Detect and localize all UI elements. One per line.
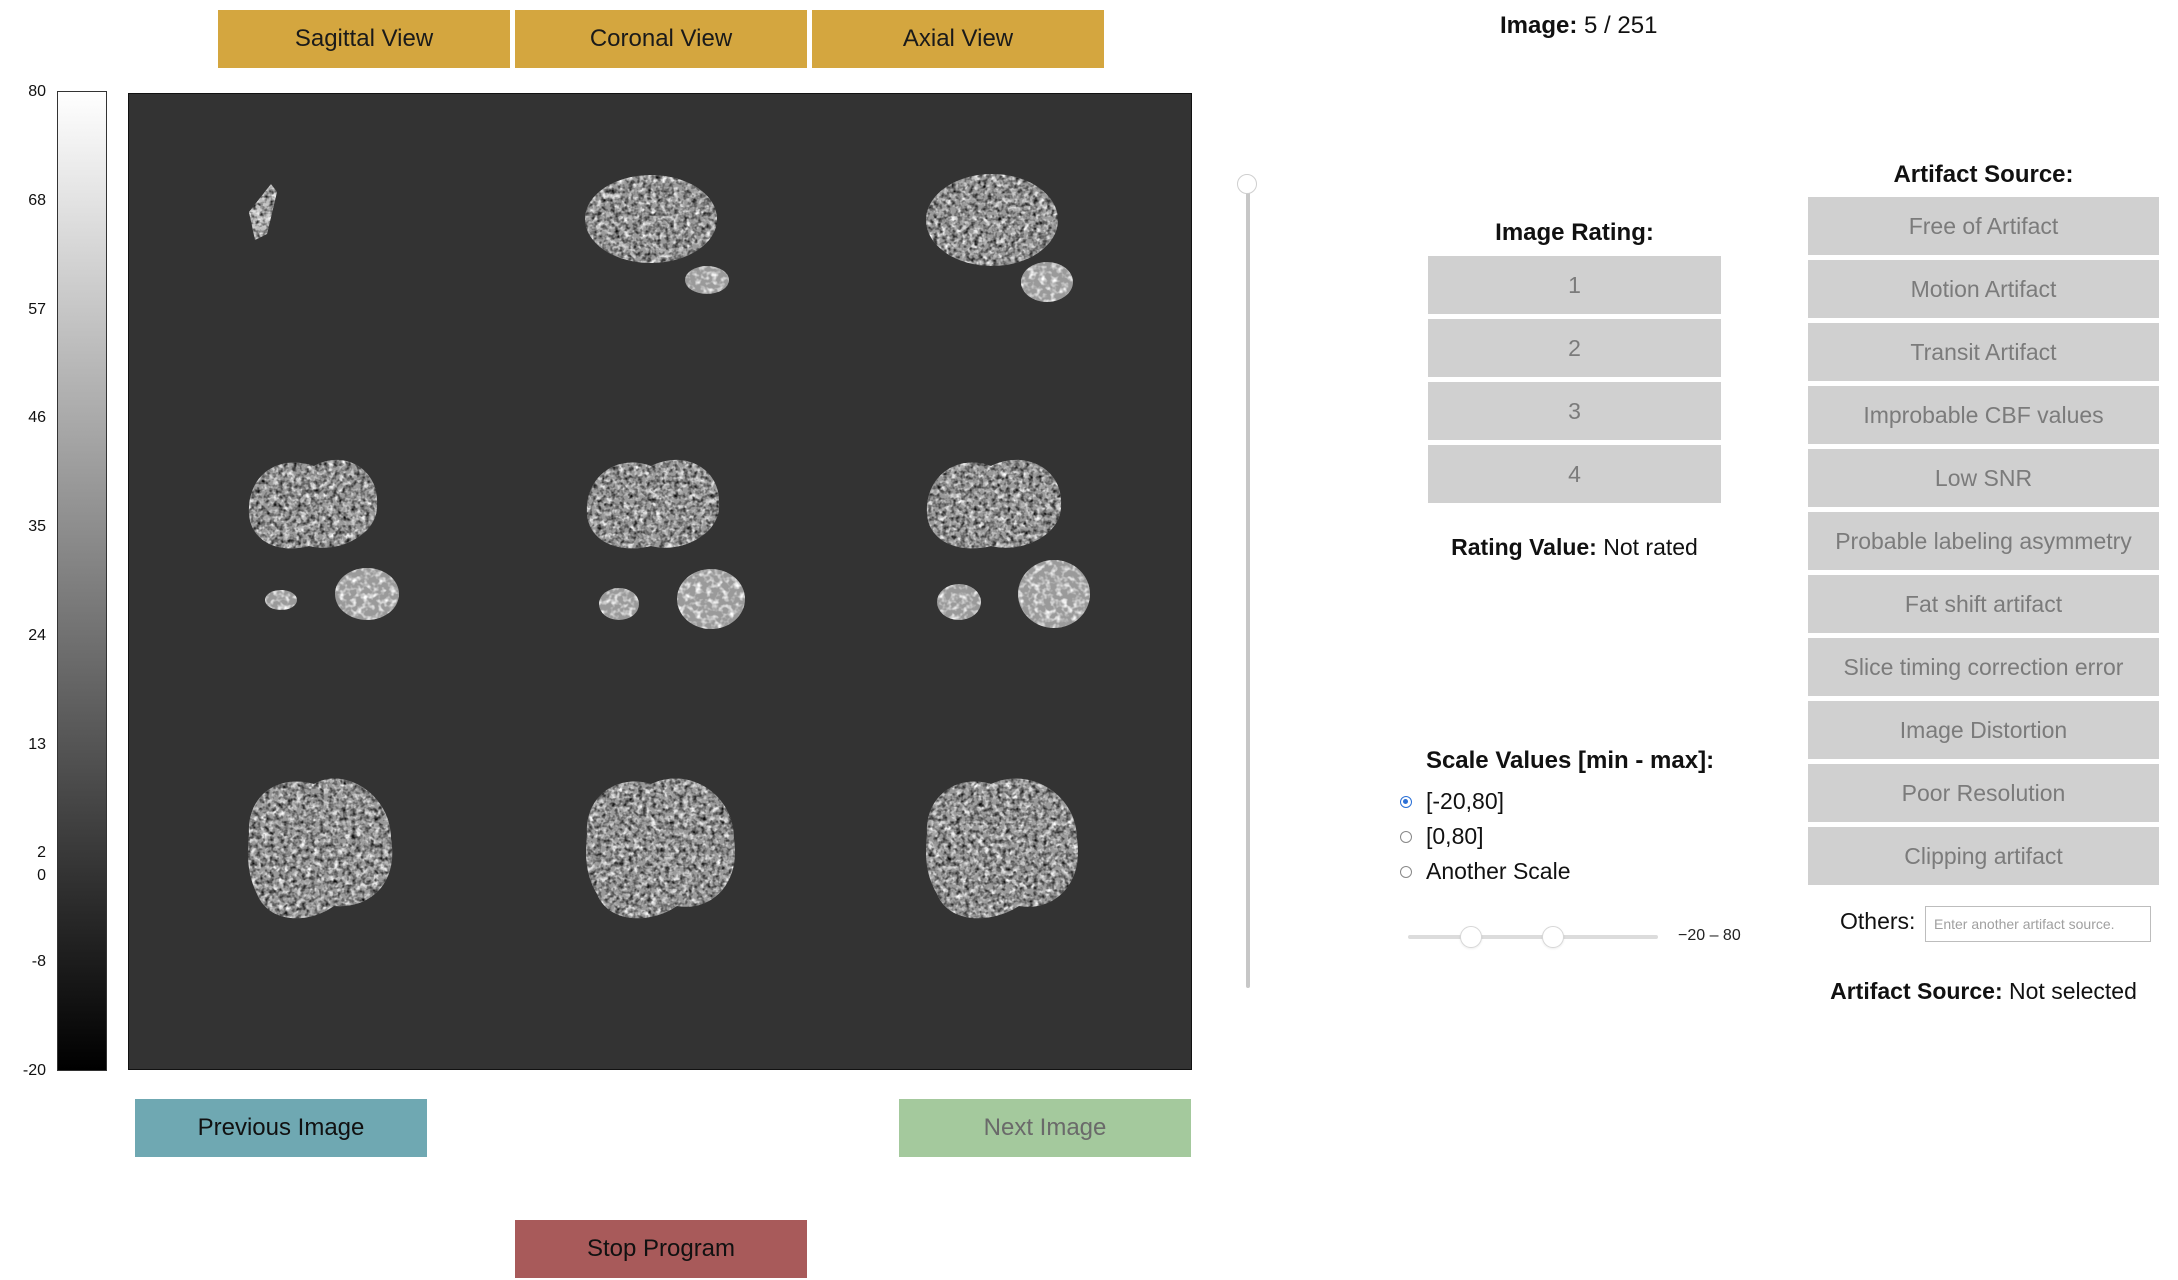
slice-1: [249, 184, 277, 240]
artifact-fat-shift-button[interactable]: Fat shift artifact: [1808, 575, 2159, 633]
colorbar-tick-minus-8: -8: [31, 953, 46, 970]
slice-5: [586, 459, 745, 629]
radio-checked-icon[interactable]: [1400, 795, 1412, 808]
coronal-view-button[interactable]: Coronal View: [515, 10, 807, 68]
image-rating-title: Image Rating:: [1495, 219, 1654, 246]
scale-option-label: [-20,80]: [1426, 788, 1504, 814]
axial-view-button[interactable]: Axial View: [812, 10, 1104, 68]
colorbar-tick-minus-20: -20: [22, 1062, 46, 1079]
scale-range-max-thumb[interactable]: [1542, 926, 1564, 948]
rating-button-1[interactable]: 1: [1428, 256, 1721, 314]
rating-value-label: Rating Value:: [1451, 534, 1597, 560]
artifact-free-button[interactable]: Free of Artifact: [1808, 197, 2159, 255]
slice-3: [926, 174, 1073, 302]
others-input[interactable]: [1925, 906, 2151, 942]
colorbar-tick-2: 2: [37, 844, 46, 861]
scale-values-title: Scale Values [min - max]:: [1425, 747, 1715, 774]
image-counter-value: 5 / 251: [1584, 12, 1658, 39]
artifact-slice-timing-button[interactable]: Slice timing correction error: [1808, 638, 2159, 696]
slice-6: [926, 459, 1090, 628]
image-counter-label: Image:: [1500, 12, 1578, 39]
brain-slices-svg: [247, 174, 1090, 919]
rating-button-2[interactable]: 2: [1428, 319, 1721, 377]
colorbar-tick-46: 46: [28, 409, 46, 426]
colorbar-tick-57: 57: [28, 301, 46, 318]
artifact-labeling-asymmetry-button[interactable]: Probable labeling asymmetry: [1808, 512, 2159, 570]
artifact-motion-button[interactable]: Motion Artifact: [1808, 260, 2159, 318]
image-panel: [128, 93, 1192, 1070]
colorbar-tick-24: 24: [28, 627, 46, 644]
rating-button-4[interactable]: 4: [1428, 445, 1721, 503]
stop-program-button[interactable]: Stop Program: [515, 1220, 807, 1278]
artifact-source-title: Artifact Source:: [1893, 161, 2074, 188]
slice-7: [247, 778, 393, 919]
scale-option-label: [0,80]: [1426, 823, 1484, 849]
artifact-improbable-cbf-button[interactable]: Improbable CBF values: [1808, 386, 2159, 444]
sagittal-view-button[interactable]: Sagittal View: [218, 10, 510, 68]
scale-option-0-80[interactable]: [0,80]: [1400, 823, 1484, 850]
artifact-clipping-button[interactable]: Clipping artifact: [1808, 827, 2159, 885]
scale-option-minus20-80[interactable]: [-20,80]: [1400, 788, 1504, 815]
artifact-poor-resolution-button[interactable]: Poor Resolution: [1808, 764, 2159, 822]
scale-option-another[interactable]: Another Scale: [1400, 858, 1570, 885]
scale-range-min-thumb[interactable]: [1460, 926, 1482, 948]
scale-option-label: Another Scale: [1426, 858, 1571, 884]
colorbar: [57, 91, 107, 1071]
colorbar-tick-68: 68: [28, 192, 46, 209]
slice-slider-track[interactable]: [1246, 188, 1250, 988]
colorbar-tick-35: 35: [28, 518, 46, 535]
artifact-source-selection-value: Not selected: [2009, 978, 2137, 1004]
slice-4: [248, 459, 399, 620]
rating-button-3[interactable]: 3: [1428, 382, 1721, 440]
slice-slider-thumb[interactable]: [1237, 174, 1257, 194]
artifact-transit-button[interactable]: Transit Artifact: [1808, 323, 2159, 381]
others-label: Others:: [1840, 908, 1916, 934]
scale-range-label: −20 – 80: [1678, 927, 1741, 944]
colorbar-tick-13: 13: [28, 736, 46, 753]
image-counter: Image: 5 / 251: [1500, 12, 1657, 40]
artifact-source-selection: Artifact Source: Not selected: [1808, 978, 2159, 1005]
slice-2: [585, 175, 729, 294]
artifact-source-selection-label: Artifact Source:: [1830, 978, 2003, 1004]
next-image-button[interactable]: Next Image: [899, 1099, 1191, 1157]
scale-range-track[interactable]: [1408, 935, 1658, 939]
radio-unchecked-icon[interactable]: [1400, 865, 1412, 878]
rating-value-text: Not rated: [1603, 534, 1698, 560]
slice-9: [926, 778, 1079, 919]
rating-value: Rating Value: Not rated: [1428, 534, 1721, 561]
artifact-low-snr-button[interactable]: Low SNR: [1808, 449, 2159, 507]
colorbar-tick-80: 80: [28, 83, 46, 100]
radio-unchecked-icon[interactable]: [1400, 830, 1412, 843]
previous-image-button[interactable]: Previous Image: [135, 1099, 427, 1157]
artifact-image-distortion-button[interactable]: Image Distortion: [1808, 701, 2159, 759]
colorbar-tick-0: 0: [37, 867, 46, 884]
slice-8: [586, 778, 736, 919]
